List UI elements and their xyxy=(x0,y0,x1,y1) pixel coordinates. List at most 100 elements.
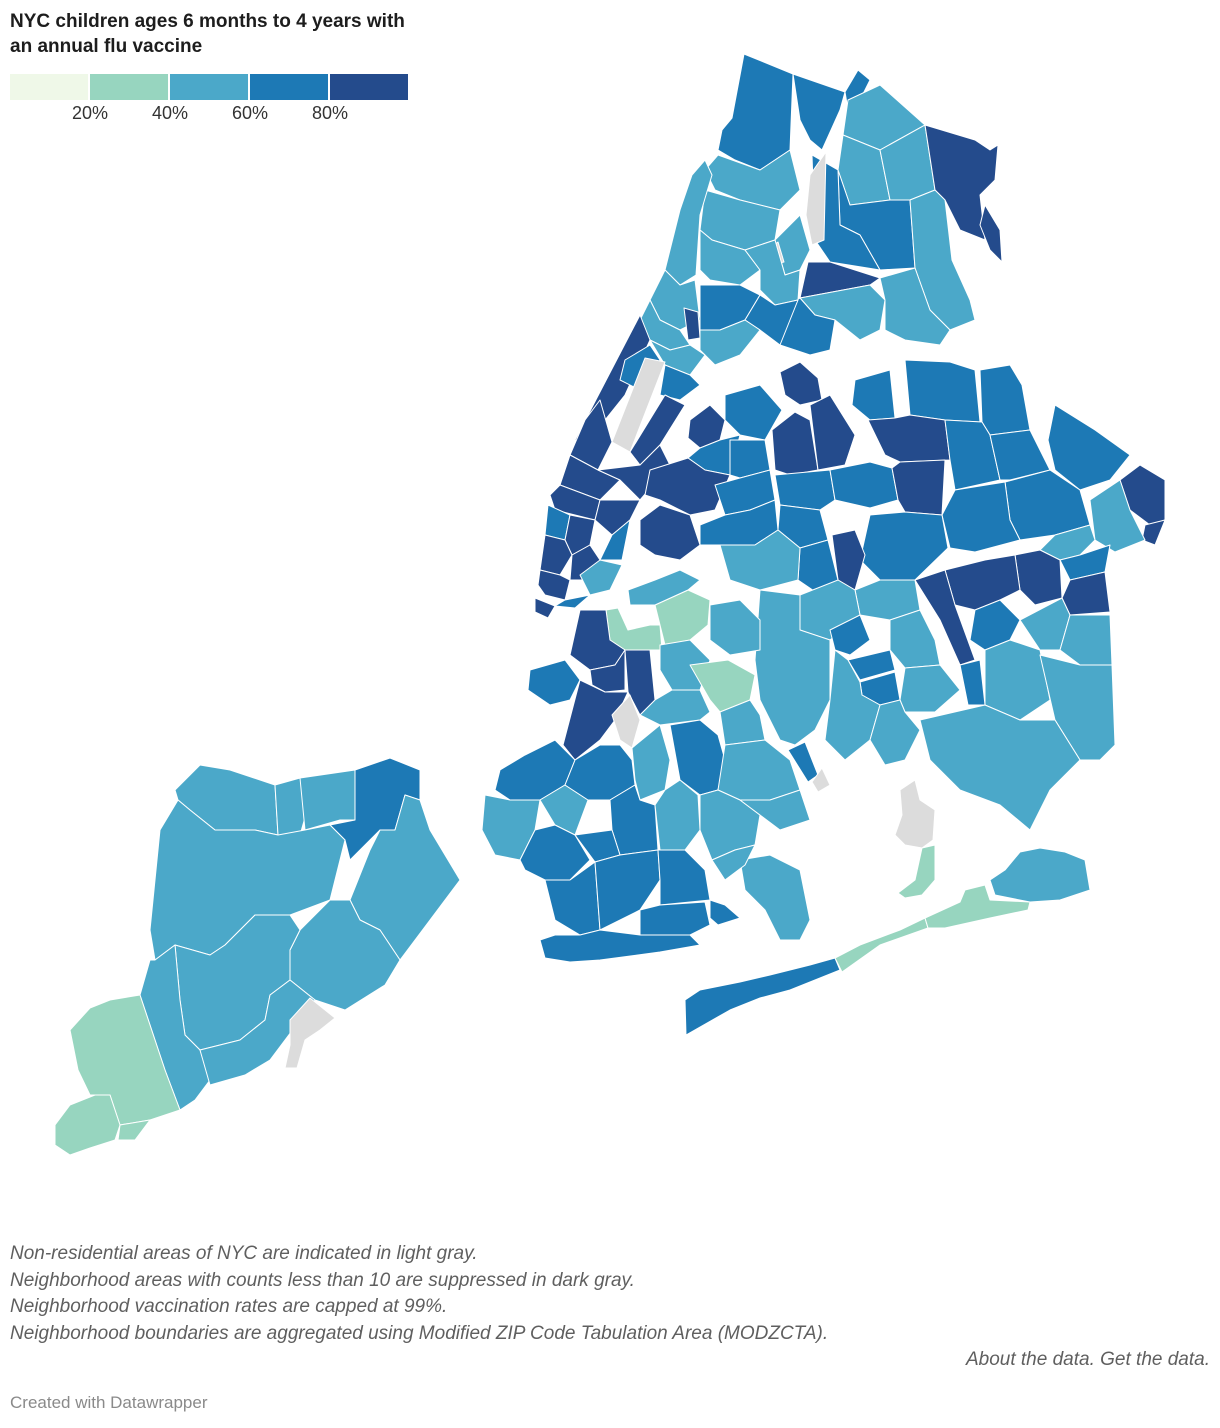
region[interactable] xyxy=(699,319,761,366)
legend-tick-60: 60% xyxy=(231,103,269,123)
region[interactable] xyxy=(811,767,831,793)
region[interactable] xyxy=(589,649,626,693)
region[interactable] xyxy=(299,769,356,831)
region[interactable] xyxy=(639,901,711,936)
region[interactable] xyxy=(984,639,1051,721)
datawrapper-credit: Created with Datawrapper xyxy=(10,1393,208,1412)
region[interactable] xyxy=(117,1119,151,1141)
region[interactable] xyxy=(889,609,941,669)
region[interactable] xyxy=(869,699,921,766)
region[interactable] xyxy=(54,1094,121,1156)
region[interactable] xyxy=(829,461,899,509)
region[interactable] xyxy=(537,569,571,601)
region[interactable] xyxy=(919,704,1081,831)
region[interactable] xyxy=(534,597,556,619)
note-non-residential: Non-residential areas of NYC are indicat… xyxy=(10,1243,478,1264)
region[interactable] xyxy=(683,307,701,341)
region[interactable] xyxy=(851,369,896,421)
legend-swatch-0-20 xyxy=(10,74,88,100)
legend-swatch-80-99 xyxy=(330,74,408,100)
region[interactable] xyxy=(1059,544,1111,581)
region[interactable] xyxy=(594,499,641,536)
region[interactable] xyxy=(829,614,871,656)
color-legend: 20% 40% 60% 80% xyxy=(10,74,408,126)
region[interactable] xyxy=(719,529,801,591)
region[interactable] xyxy=(847,649,896,681)
region[interactable] xyxy=(599,519,631,561)
region[interactable] xyxy=(659,364,701,401)
region[interactable] xyxy=(779,361,823,406)
region[interactable] xyxy=(959,659,986,706)
region[interactable] xyxy=(904,359,981,423)
region[interactable] xyxy=(799,261,881,299)
region[interactable] xyxy=(519,824,591,881)
region[interactable] xyxy=(719,699,766,746)
note-boundaries: Neighborhood boundaries are aggregated u… xyxy=(10,1322,829,1344)
region[interactable] xyxy=(831,529,866,591)
region[interactable] xyxy=(644,457,731,516)
region[interactable] xyxy=(579,559,623,596)
rockaways xyxy=(684,847,1091,1036)
region[interactable] xyxy=(1141,519,1166,546)
region[interactable] xyxy=(989,847,1091,903)
region[interactable] xyxy=(834,917,929,973)
region[interactable] xyxy=(627,569,701,606)
region[interactable] xyxy=(539,534,573,576)
region[interactable] xyxy=(739,789,811,831)
region[interactable] xyxy=(894,779,936,849)
region[interactable] xyxy=(1014,549,1063,606)
region[interactable] xyxy=(559,454,621,501)
region[interactable] xyxy=(774,469,836,511)
region[interactable] xyxy=(711,844,756,881)
region[interactable] xyxy=(809,394,856,471)
region[interactable] xyxy=(631,724,671,801)
region[interactable] xyxy=(284,997,336,1069)
region[interactable] xyxy=(717,739,801,801)
note-suppressed: Neighborhood areas with counts less than… xyxy=(10,1269,635,1291)
region[interactable] xyxy=(639,689,711,726)
region[interactable] xyxy=(979,204,1003,263)
region[interactable] xyxy=(944,554,1021,611)
legend-bar xyxy=(10,74,408,100)
region[interactable] xyxy=(639,504,701,561)
region[interactable] xyxy=(792,73,846,151)
region[interactable] xyxy=(684,957,841,1036)
region[interactable] xyxy=(811,154,881,271)
region[interactable] xyxy=(771,411,819,476)
region[interactable] xyxy=(739,854,811,941)
region[interactable] xyxy=(554,594,591,609)
region[interactable] xyxy=(891,459,946,516)
region[interactable] xyxy=(629,394,686,466)
borough-bronx xyxy=(699,53,1003,366)
region[interactable] xyxy=(717,53,794,171)
region[interactable] xyxy=(654,589,711,646)
region[interactable] xyxy=(527,659,581,706)
about-the-data-link[interactable]: About the data. xyxy=(965,1349,1095,1370)
region[interactable] xyxy=(69,994,181,1126)
region[interactable] xyxy=(657,849,711,906)
region[interactable] xyxy=(859,511,949,581)
legend-swatch-40-60 xyxy=(170,74,248,100)
region[interactable] xyxy=(1061,571,1111,616)
region[interactable] xyxy=(611,694,641,749)
legend-tick-20: 20% xyxy=(71,103,109,123)
region[interactable] xyxy=(897,844,936,899)
region[interactable] xyxy=(699,229,761,286)
get-the-data-link[interactable]: Get the data. xyxy=(1100,1349,1210,1370)
region[interactable] xyxy=(867,414,951,463)
region[interactable] xyxy=(539,929,701,963)
region[interactable] xyxy=(1059,614,1113,666)
region[interactable] xyxy=(539,784,589,836)
region[interactable] xyxy=(562,679,629,761)
region[interactable] xyxy=(899,664,961,713)
chart-title: NYC children ages 6 months to 4 years wi… xyxy=(10,11,405,57)
region[interactable] xyxy=(914,569,976,666)
region[interactable] xyxy=(754,589,831,746)
region[interactable] xyxy=(979,364,1031,436)
region[interactable] xyxy=(709,899,741,926)
legend-tick-40: 40% xyxy=(151,103,189,123)
region[interactable] xyxy=(709,599,761,656)
region[interactable] xyxy=(879,267,951,346)
region[interactable] xyxy=(805,151,827,246)
region[interactable] xyxy=(1047,404,1131,491)
